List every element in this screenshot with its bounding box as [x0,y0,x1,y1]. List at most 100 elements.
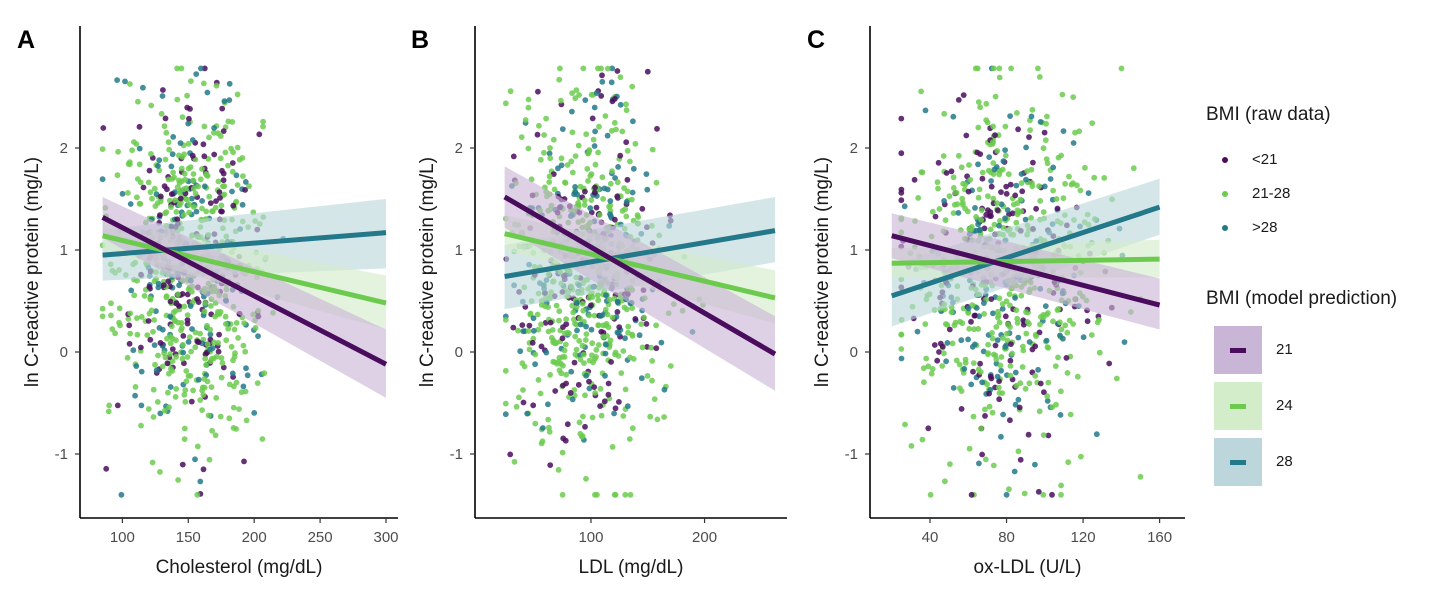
data-point [590,136,597,143]
data-point [242,179,249,185]
data-point [240,173,246,180]
data-point [1011,468,1018,475]
data-point [170,134,177,140]
data-point [575,142,582,149]
data-point [203,362,210,368]
data-point [970,413,977,420]
data-point [1008,341,1014,347]
data-point [595,292,601,299]
data-point [99,176,106,183]
data-point [1006,486,1012,493]
data-point [162,115,169,122]
data-point [127,201,134,207]
data-point [242,187,249,193]
data-point [654,125,660,132]
data-point [519,322,526,328]
panel-letter: B [411,26,429,54]
data-point [997,362,1004,369]
data-point [964,208,971,215]
data-point [205,412,212,419]
data-point [996,295,1003,302]
data-point [1002,344,1009,350]
data-point [1022,216,1029,223]
data-point [1020,317,1027,324]
data-point [562,180,569,186]
data-point [579,433,585,440]
data-point [187,303,194,309]
data-point [580,307,587,314]
data-point [600,333,606,340]
x-tick-label: 250 [308,529,333,546]
data-point [535,88,541,95]
data-point [183,368,190,374]
data-point [973,214,979,220]
data-point [229,370,236,377]
data-point [999,390,1006,396]
data-point [165,389,171,396]
data-point [625,323,632,330]
model-line-28 [890,204,1161,299]
data-point [178,320,185,326]
data-point [1082,164,1088,171]
data-point [978,425,984,432]
data-point [1050,187,1056,194]
data-point [1058,388,1064,395]
data-point [522,117,529,123]
data-point [188,398,195,405]
y-axis-title: ln C-reactive protein (mg/L) [417,157,438,387]
legend-model-item-24: 24 [1214,382,1414,430]
data-point [543,115,549,122]
data-point [1013,307,1020,314]
data-point [586,312,593,319]
data-point [537,390,544,397]
data-point [117,322,123,329]
data-point [176,282,183,289]
data-point [950,210,957,217]
data-point [1028,215,1034,221]
data-point [593,90,600,96]
data-point [200,466,207,473]
data-point [208,384,215,390]
data-point [140,184,147,191]
y-tick-label: 0 [455,344,463,361]
data-point [622,335,628,342]
data-point [595,149,601,156]
data-point [1033,205,1039,212]
data-point [929,366,936,372]
data-point [200,392,207,398]
data-point [1055,354,1061,361]
data-point [569,302,576,309]
data-point [114,172,121,179]
data-point [955,97,962,103]
data-point [1007,363,1014,369]
data-point [582,392,588,399]
model-line-21 [891,233,1161,308]
data-point [558,162,565,169]
data-point [612,491,619,498]
data-point [515,327,521,334]
data-point [542,303,549,310]
data-point [622,386,629,393]
data-point [966,162,972,168]
data-point [981,300,987,306]
data-point [218,202,225,209]
data-point [159,363,166,370]
data-point [1015,126,1021,133]
legend-line-swatch [1230,348,1246,353]
data-point [220,364,227,371]
data-point [943,358,949,365]
data-point [236,406,242,412]
data-point [181,151,188,158]
data-point [206,456,213,463]
data-point [1047,176,1054,182]
data-point [625,329,631,336]
data-point [125,190,131,196]
data-point [573,87,580,93]
data-point [179,114,186,120]
data-point [507,451,514,458]
data-point [1036,408,1043,415]
data-point [1080,334,1087,341]
data-point [190,185,197,192]
data-point [583,475,589,482]
data-point [960,92,967,98]
